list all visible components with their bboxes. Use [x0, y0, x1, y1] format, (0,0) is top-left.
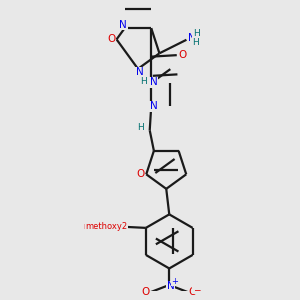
Text: −: − [193, 285, 200, 294]
Text: methoxy2: methoxy2 [86, 222, 128, 231]
Text: H: H [140, 77, 147, 86]
Text: N: N [188, 33, 196, 43]
Text: N: N [136, 68, 143, 77]
Text: O: O [137, 169, 145, 179]
Text: O: O [188, 287, 196, 298]
Text: O: O [107, 34, 115, 44]
Text: methoxy: methoxy [83, 222, 120, 231]
Text: O: O [141, 287, 150, 298]
Text: H: H [193, 29, 200, 38]
Text: N: N [150, 101, 158, 111]
Text: N: N [167, 281, 174, 292]
Text: O: O [110, 221, 118, 231]
Text: H: H [192, 38, 199, 47]
Text: N: N [150, 77, 158, 87]
Text: H: H [137, 123, 144, 132]
Text: O: O [178, 50, 186, 60]
Text: N: N [119, 20, 127, 29]
Text: +: + [171, 277, 178, 286]
